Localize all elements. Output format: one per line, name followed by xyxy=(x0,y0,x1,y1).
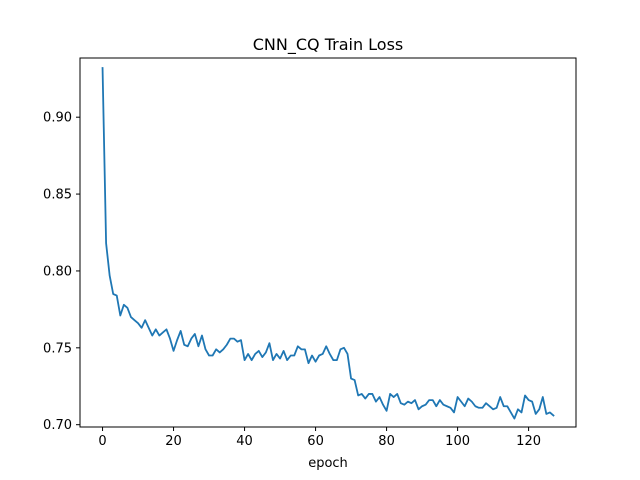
y-tick-label: 0.90 xyxy=(43,111,72,126)
axes-frame xyxy=(79,57,577,428)
x-tick-label: 20 xyxy=(165,434,182,449)
x-tick-label: 80 xyxy=(378,434,395,449)
y-tick-label: 0.70 xyxy=(43,418,72,433)
y-tick-label: 0.80 xyxy=(43,264,72,279)
y-tick-label: 0.75 xyxy=(43,341,72,356)
y-axis: 0.70 0.75 0.80 0.85 0.90 xyxy=(43,111,80,433)
x-tick-label: 40 xyxy=(236,434,253,449)
loss-series-line xyxy=(101,67,555,420)
y-tick-label: 0.85 xyxy=(43,188,72,203)
plot-area xyxy=(101,67,555,420)
chart-title: CNN_CQ Train Loss xyxy=(253,35,404,55)
x-tick-label: 0 xyxy=(98,434,106,449)
x-tick-label: 100 xyxy=(445,434,470,449)
x-tick-label: 120 xyxy=(516,434,541,449)
x-tick-label: 60 xyxy=(307,434,324,449)
x-axis-label: epoch xyxy=(308,456,348,471)
x-axis: 0 20 40 60 80 100 120 xyxy=(98,427,541,449)
